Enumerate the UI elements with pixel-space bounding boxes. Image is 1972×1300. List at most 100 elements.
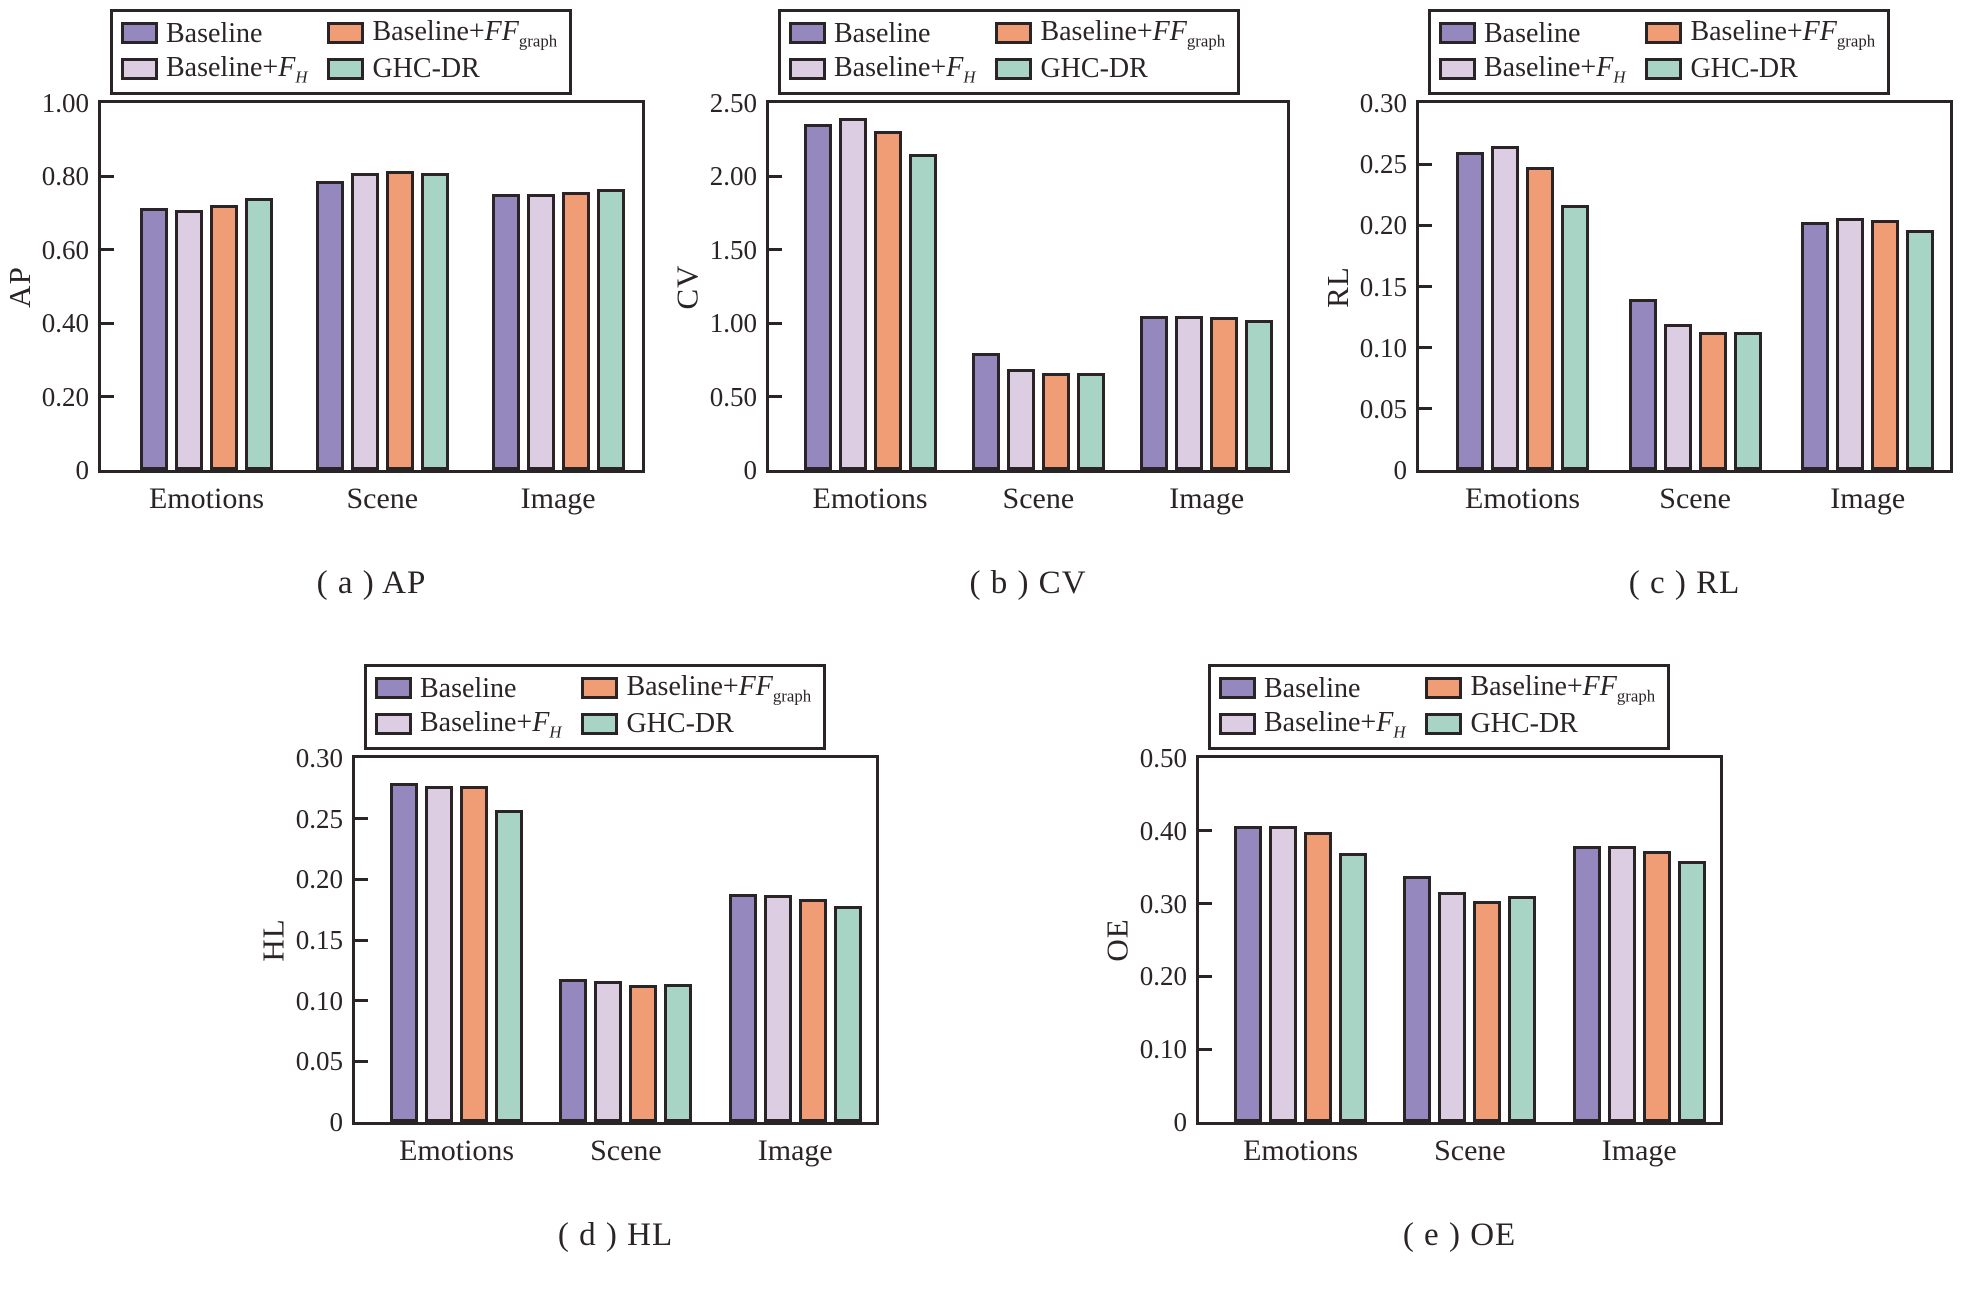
plot-area-hl: 0.30 0.25 0.20 0.15 0.10 0.05 0 Emotions Scene Im…: [296, 743, 879, 1167]
legend-item-ghc-dr: GHC-DR: [995, 52, 1225, 86]
y-tick-label: 0.05: [1359, 393, 1407, 424]
bar-emotions-baseline-ff-graph: [460, 785, 489, 1122]
legend-label-baseline-f-h: Baseline+FH: [834, 51, 976, 87]
legend-item-baseline-ff-graph: Baseline+FFgraph: [581, 671, 811, 705]
y-tick-label: 0.40: [41, 308, 89, 339]
y-tick-label: 0: [75, 455, 90, 485]
bar-image-baseline-f-h: [1607, 846, 1636, 1122]
y-tick-mark: [355, 1059, 368, 1063]
bar-emotions-baseline-f-h: [1269, 825, 1298, 1122]
x-category-label-scene: Scene: [1002, 482, 1075, 515]
bar-image-baseline: [728, 893, 757, 1122]
chart-e-oe: Baseline Baseline+FFgraph Baseline+FH GHC-D…: [1100, 664, 1723, 1253]
legend-swatch-ghc-dr: [995, 57, 1033, 80]
bar-scene-baseline-f-h: [1006, 368, 1035, 470]
y-tick-label: 0.60: [41, 234, 89, 265]
y-axis-label-oe: OE: [1100, 918, 1136, 962]
bar-scene-baseline-ff-graph: [385, 170, 414, 470]
legend-swatch-baseline-f-h: [1219, 712, 1256, 735]
bar-scene-ghc-dr: [1508, 895, 1537, 1122]
y-tick-label: 0.50: [1139, 743, 1187, 773]
plot-area-rl: 0.30 0.25 0.20 0.15 0.10 0.05 0 Emotions Scene Im…: [1360, 88, 1953, 515]
legend-label-baseline-f-h: Baseline+FH: [166, 51, 308, 87]
bar-emotions-baseline: [1234, 826, 1263, 1122]
legend-label-ghc-dr: GHC-DR: [1470, 708, 1578, 740]
bar-image-ghc-dr: [1245, 320, 1274, 470]
legend-a: Baseline Baseline+FFgraph Baseline+FH GHC-D…: [110, 9, 573, 95]
y-tick-mark: [1419, 223, 1432, 227]
y-tick-mark: [1199, 1047, 1212, 1051]
bar-scene-baseline-ff-graph: [1041, 373, 1070, 470]
chart-caption-a: ( a ) AP: [316, 565, 427, 601]
legend-swatch-baseline-f-h: [375, 712, 412, 735]
chart-caption-d: ( d ) HL: [557, 1217, 674, 1253]
legend-label-ghc-dr: GHC-DR: [1690, 53, 1798, 85]
bar-emotions-baseline: [390, 783, 419, 1122]
legend-swatch-baseline: [121, 22, 158, 45]
y-tick-label: 0.20: [295, 864, 343, 895]
legend-label-baseline-ff-graph: Baseline+FFgraph: [372, 16, 558, 51]
bar-scene-ghc-dr: [664, 983, 693, 1122]
y-axis-label-ap: AP: [2, 265, 38, 308]
legend-item-baseline-f-h: Baseline+FH: [375, 707, 561, 741]
bar-scene-baseline-f-h: [350, 173, 379, 470]
legend-swatch-baseline-ff-graph: [327, 22, 365, 45]
y-tick-mark: [1419, 346, 1432, 350]
y-tick-label: 0.50: [709, 381, 757, 412]
x-category-label-image: Image: [520, 482, 596, 515]
y-tick-label: 0.20: [41, 381, 89, 412]
y-tick-mark: [769, 395, 782, 399]
legend-item-baseline-ff-graph: Baseline+FFgraph: [995, 16, 1225, 50]
y-tick-label: 2.00: [709, 161, 757, 192]
y-tick-label: 1.00: [41, 88, 89, 118]
legend-item-ghc-dr: GHC-DR: [581, 707, 811, 741]
x-category-label-scene: Scene: [1434, 1134, 1506, 1167]
legend-item-baseline: Baseline: [121, 16, 307, 50]
bar-image-baseline-ff-graph: [798, 898, 827, 1122]
bar-image-baseline-ff-graph: [1210, 317, 1239, 470]
y-tick-mark: [101, 174, 114, 178]
legend-item-baseline: Baseline: [1439, 16, 1625, 50]
bar-emotions-ghc-dr: [244, 197, 273, 470]
y-tick-mark: [1199, 902, 1212, 906]
bar-image-baseline: [491, 193, 520, 470]
y-tick-mark: [1419, 407, 1432, 411]
legend-item-ghc-dr: GHC-DR: [1645, 52, 1875, 86]
x-category-label-scene: Scene: [1659, 482, 1731, 515]
legend-c: Baseline Baseline+FFgraph Baseline+FH GHC-D…: [1428, 9, 1891, 95]
legend-item-baseline-ff-graph: Baseline+FFgraph: [1425, 671, 1655, 705]
y-tick-mark: [355, 817, 368, 821]
legend-item-baseline-f-h: Baseline+FH: [1219, 707, 1405, 741]
bar-scene-ghc-dr: [1076, 373, 1105, 470]
legend-swatch-baseline: [789, 22, 826, 45]
y-tick-label: 0.80: [41, 161, 89, 192]
legend-swatch-baseline-ff-graph: [1645, 22, 1683, 45]
bar-group-image: [728, 758, 862, 1122]
legend-label-baseline: Baseline: [1264, 672, 1361, 704]
bar-emotions-baseline-f-h: [838, 117, 867, 470]
bar-group-emotions: [1234, 758, 1368, 1122]
bar-scene-baseline-f-h: [1438, 891, 1467, 1122]
y-tick-label: 0.10: [295, 985, 343, 1016]
bar-group-emotions: [139, 103, 273, 470]
bar-scene-ghc-dr: [420, 172, 449, 470]
y-tick-label: 1.00: [709, 308, 757, 339]
bar-scene-baseline: [315, 180, 344, 470]
bar-image-baseline: [1140, 315, 1169, 470]
y-tick-mark: [1199, 829, 1212, 833]
bar-emotions-baseline: [803, 123, 832, 470]
legend-swatch-baseline: [1219, 677, 1256, 700]
legend-label-baseline-ff-graph: Baseline+FFgraph: [1040, 16, 1226, 51]
legend-item-baseline-ff-graph: Baseline+FFgraph: [327, 16, 557, 50]
y-axis-label-wrap: OE: [1098, 755, 1138, 1125]
chart-caption-e: ( e ) OE: [1402, 1217, 1517, 1253]
y-tick-label: 1.50: [709, 234, 757, 265]
bar-group-emotions: [390, 758, 524, 1122]
bar-group-scene: [315, 103, 449, 470]
legend-swatch-baseline-f-h: [789, 57, 826, 80]
bar-scene-baseline-ff-graph: [1698, 331, 1727, 470]
x-category-label-emotions: Emotions: [399, 1134, 515, 1167]
legend-item-baseline: Baseline: [1219, 671, 1405, 705]
legend-label-baseline: Baseline: [834, 17, 931, 49]
bar-group-scene: [559, 758, 693, 1122]
